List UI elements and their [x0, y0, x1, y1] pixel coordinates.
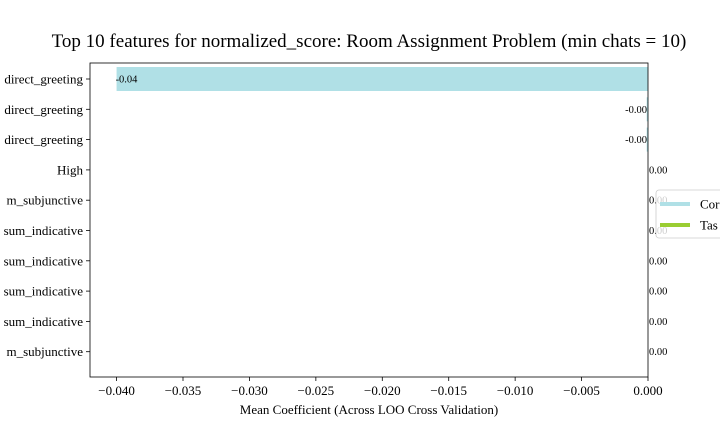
- y-tick-label: m_subjunctive: [6, 344, 83, 359]
- axes-layer: −0.040 −0.035 −0.030 −0.025 −0.020 −0.015 −0.0…: [4, 62, 663, 398]
- x-tick-label: −0.035: [165, 383, 202, 398]
- bars-layer: [116, 67, 649, 364]
- bar: [646, 97, 648, 122]
- bar-data-label: 0.00: [649, 287, 667, 298]
- x-tick-label: −0.025: [298, 383, 335, 398]
- y-tick-label: sum_indicative: [4, 284, 84, 299]
- bar: [646, 127, 648, 152]
- y-tick-label: direct_greeting: [4, 102, 83, 117]
- y-tick-label: direct_greeting: [4, 72, 83, 87]
- chart-title: Top 10 features for normalized_score: Ro…: [52, 31, 687, 52]
- legend-label: Tas: [700, 218, 718, 233]
- legend: Cor Tas: [655, 189, 720, 239]
- legend-label: Cor: [700, 197, 720, 212]
- x-axis-label: Mean Coefficient (Across LOO Cross Valid…: [240, 402, 498, 417]
- bar-data-label: -0.00: [625, 105, 647, 116]
- labels-layer: -0.04-0.00-0.000.000.000.000.000.000.000…: [116, 75, 668, 359]
- x-tick-label: −0.010: [497, 383, 534, 398]
- y-tick-label: direct_greeting: [4, 132, 83, 147]
- x-tick-label: 0.000: [633, 383, 662, 398]
- x-tick-label: −0.040: [98, 383, 135, 398]
- y-tick-label: sum_indicative: [4, 314, 84, 329]
- y-tick-label: High: [57, 162, 84, 177]
- bar: [116, 67, 649, 91]
- y-tick-label: m_subjunctive: [6, 193, 83, 208]
- bar-data-label: -0.04: [116, 75, 139, 86]
- bar-data-label: 0.00: [649, 347, 667, 358]
- x-tick-label: −0.015: [430, 383, 467, 398]
- bar-data-label: 0.00: [649, 317, 667, 328]
- x-tick-label: −0.020: [364, 383, 401, 398]
- bar-data-label: 0.00: [649, 256, 667, 267]
- x-tick-label: −0.030: [231, 383, 268, 398]
- bar-data-label: 0.00: [649, 165, 667, 176]
- plot-frame: [89, 62, 649, 378]
- y-tick-label: sum_indicative: [4, 253, 84, 268]
- y-tick-label: sum_indicative: [4, 223, 84, 238]
- bar-data-label: -0.00: [625, 135, 647, 146]
- x-tick-label: −0.005: [563, 383, 600, 398]
